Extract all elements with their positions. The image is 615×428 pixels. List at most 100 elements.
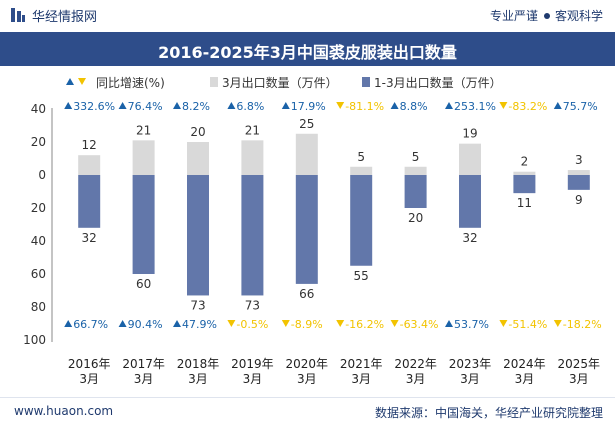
growth-label-march: 76.4% — [128, 100, 163, 113]
up-triangle-icon — [64, 320, 73, 327]
bar-cumulative — [241, 175, 264, 296]
x-tick-label: 2024年 — [503, 357, 546, 371]
legend-cumulative-swatch — [362, 77, 370, 87]
x-tick-label: 3月 — [297, 372, 317, 386]
up-triangle-icon — [390, 102, 399, 109]
data-label-march: 5 — [357, 150, 365, 164]
up-triangle-icon — [64, 102, 73, 109]
bar-cumulative — [295, 175, 318, 284]
x-tick-label: 2021年 — [340, 357, 383, 371]
up-triangle-icon — [445, 320, 453, 327]
y-tick-label: 60 — [31, 267, 46, 281]
bar-cumulative — [350, 175, 373, 266]
separator-dot-icon — [543, 12, 550, 19]
growth-label-cumulative: 66.7% — [73, 318, 108, 331]
logo-icon — [11, 8, 25, 22]
growth-label-march: 75.7% — [563, 100, 598, 113]
footer-url: www.huaon.com — [14, 404, 114, 418]
down-triangle-icon — [227, 320, 236, 327]
y-tick-label: 40 — [31, 234, 46, 248]
data-label-cumulative: 55 — [354, 269, 369, 283]
growth-label-march: 8.8% — [400, 100, 428, 113]
data-label-march: 19 — [462, 127, 477, 141]
x-tick-label: 2022年 — [394, 357, 437, 371]
down-triangle-icon — [281, 320, 290, 327]
tagline: 专业严谨 客观科学 — [490, 7, 603, 24]
data-label-cumulative: 20 — [408, 211, 423, 225]
bar-march — [132, 140, 155, 175]
bar-march — [459, 143, 481, 175]
growth-label-march: -81.1% — [345, 100, 384, 113]
down-triangle-icon — [336, 102, 345, 109]
x-tick-label: 2019年 — [231, 357, 274, 371]
data-label-march: 20 — [190, 125, 205, 139]
data-label-cumulative: 73 — [190, 298, 205, 312]
bar-march — [513, 171, 536, 175]
x-tick-label: 2016年 — [68, 357, 111, 371]
y-tick-label: 20 — [31, 135, 46, 149]
chart-title: 2016-2025年3月中国裘皮服装出口数量 — [158, 43, 457, 62]
growth-label-cumulative: -18.2% — [563, 318, 602, 331]
x-tick-label: 3月 — [243, 372, 263, 386]
site-name: 华经情报网 — [32, 10, 98, 25]
growth-label-cumulative: -8.9% — [291, 318, 323, 331]
chart-area: 同比增速(%) 3月出口数量（万件） 1-3月出口数量（万件） 40 20 0 20 40 60… — [23, 75, 602, 386]
data-label-cumulative: 11 — [517, 196, 532, 210]
data-label-march: 2 — [521, 155, 529, 169]
growth-label-march: 6.8% — [236, 100, 264, 113]
bar-cumulative — [187, 175, 209, 296]
footer: www.huaon.com 数据来源：中国海关，华经产业研究院整理 — [0, 397, 615, 428]
data-label-cumulative: 73 — [245, 298, 260, 312]
down-triangle-icon — [553, 320, 562, 327]
y-tick-label: 80 — [31, 300, 46, 314]
bar-march — [78, 155, 101, 175]
up-triangle-icon — [227, 102, 236, 109]
bar-cumulative — [404, 175, 427, 208]
growth-label-cumulative: 53.7% — [454, 318, 489, 331]
up-triangle-icon — [118, 320, 127, 327]
x-tick-label: 2018年 — [177, 357, 220, 371]
x-tick-label: 3月 — [515, 372, 535, 386]
tagline-right: 客观科学 — [554, 9, 603, 23]
data-label-march: 5 — [412, 150, 420, 164]
bar-march — [350, 166, 373, 175]
legend-march-label: 3月出口数量（万件） — [222, 75, 338, 90]
growth-label-march: 253.1% — [454, 100, 496, 113]
growth-label-cumulative: -63.4% — [400, 318, 439, 331]
bar-cumulative — [132, 175, 155, 274]
data-label-cumulative: 32 — [82, 231, 97, 245]
data-label-march: 12 — [82, 138, 97, 152]
footer-source: 数据来源：中国海关，华经产业研究院整理 — [374, 406, 603, 420]
title-bar: 2016-2025年3月中国裘皮服装出口数量 — [0, 32, 615, 66]
y-tick-label: 100 — [23, 333, 46, 347]
y-tick-label: 40 — [31, 102, 46, 116]
up-triangle-icon — [173, 102, 181, 109]
y-tick-label: 20 — [31, 201, 46, 215]
tagline-left: 专业严谨 — [489, 9, 538, 23]
growth-label-cumulative: -51.4% — [508, 318, 547, 331]
bar-cumulative — [567, 175, 590, 190]
x-tick-label: 3月 — [569, 372, 589, 386]
bar-cumulative — [459, 175, 481, 228]
legend-cumulative-label: 1-3月出口数量（万件） — [374, 75, 502, 90]
bar-cumulative — [78, 175, 101, 228]
up-triangle-icon — [553, 102, 562, 109]
x-tick-label: 3月 — [188, 372, 208, 386]
data-label-march: 21 — [136, 123, 151, 137]
growth-label-cumulative: -16.2% — [345, 318, 384, 331]
x-tick-label: 3月 — [79, 372, 99, 386]
data-label-cumulative: 9 — [575, 193, 583, 207]
x-tick-label: 3月 — [351, 372, 371, 386]
x-tick-label: 2020年 — [286, 357, 329, 371]
growth-label-march: 332.6% — [73, 100, 115, 113]
growth-label-cumulative: 47.9% — [182, 318, 217, 331]
bar-march — [567, 170, 590, 175]
legend-march-swatch — [210, 77, 218, 87]
growth-label-cumulative: -0.5% — [236, 318, 268, 331]
data-label-march: 3 — [575, 153, 583, 167]
top-bar: 华经情报网 专业严谨 客观科学 — [0, 0, 615, 30]
x-tick-label: 3月 — [460, 372, 480, 386]
bar-cumulative — [513, 175, 536, 194]
legend-growth-label: 同比增速(%) — [96, 76, 165, 90]
data-label-cumulative: 32 — [462, 231, 477, 245]
